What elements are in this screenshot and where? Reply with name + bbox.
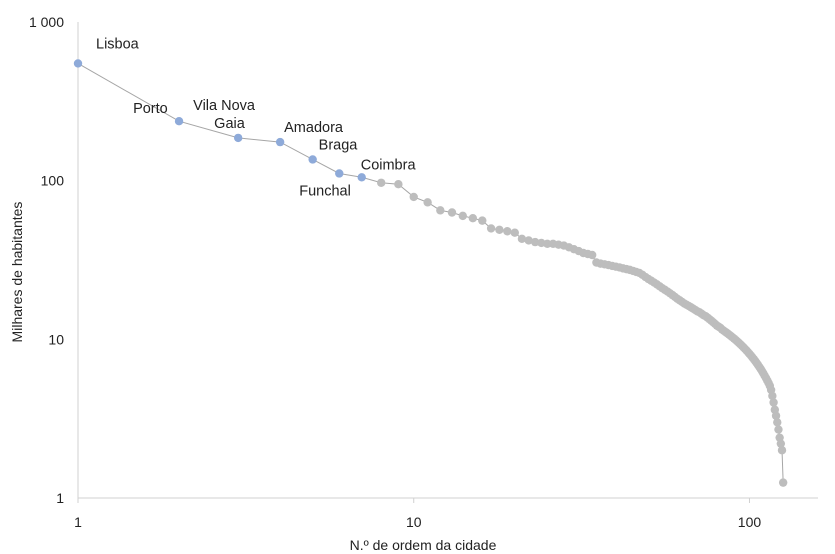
y-tick-label: 10: [48, 331, 64, 347]
data-point: [468, 214, 478, 223]
data-point: [409, 192, 418, 202]
data-point: [376, 178, 386, 187]
data-point: [436, 206, 445, 215]
data-point: [517, 234, 527, 244]
highlighted-data-point: [233, 133, 243, 143]
point-label: Funchal: [299, 183, 351, 199]
x-axis-label: N.º de ordem da cidade: [350, 537, 497, 553]
y-tick-label: 1 000: [29, 14, 64, 30]
data-point: [495, 225, 504, 235]
highlighted-data-point: [174, 117, 184, 126]
series-line: [77, 63, 784, 483]
data-point: [776, 439, 786, 448]
y-axis-label: Milhares de habitantes: [9, 202, 25, 343]
highlighted-data-point: [275, 137, 285, 147]
series-line-path: [77, 63, 784, 483]
point-label: Lisboa: [96, 36, 140, 52]
y-tick-label: 100: [41, 173, 65, 189]
point-label: Coimbra: [361, 157, 417, 173]
data-point: [447, 208, 457, 217]
data-point: [458, 211, 467, 221]
point-label: Gaia: [214, 116, 246, 132]
highlighted-data-point: [308, 155, 317, 164]
point-label: Vila Nova: [193, 98, 256, 114]
data-point: [774, 425, 783, 434]
data-point: [773, 418, 782, 427]
y-tick-label: 1: [56, 490, 64, 506]
data-point: [771, 411, 781, 420]
axes: 1 10 100 1 10 100 1 000: [29, 14, 818, 530]
data-point: [486, 224, 496, 233]
point-label: Amadora: [284, 120, 344, 136]
data-point: [768, 391, 777, 401]
data-point: [423, 198, 432, 207]
x-tick-label: 100: [738, 514, 762, 530]
data-points: [73, 59, 788, 487]
data-point: [587, 250, 597, 260]
data-point: [503, 227, 512, 236]
data-point: [478, 216, 487, 225]
point-label: Braga: [319, 137, 359, 153]
data-point: [524, 236, 533, 245]
data-point: [510, 228, 520, 237]
point-label: Porto: [133, 101, 168, 117]
highlighted-data-point: [335, 169, 344, 178]
x-tick-label: 1: [74, 514, 82, 530]
data-point: [769, 398, 778, 407]
x-tick-label: 10: [406, 514, 422, 530]
data-point: [394, 180, 403, 189]
data-point: [530, 237, 540, 247]
highlighted-data-point: [357, 173, 366, 182]
data-point: [778, 478, 788, 487]
highlighted-data-point: [73, 59, 83, 68]
data-point: [777, 446, 787, 455]
